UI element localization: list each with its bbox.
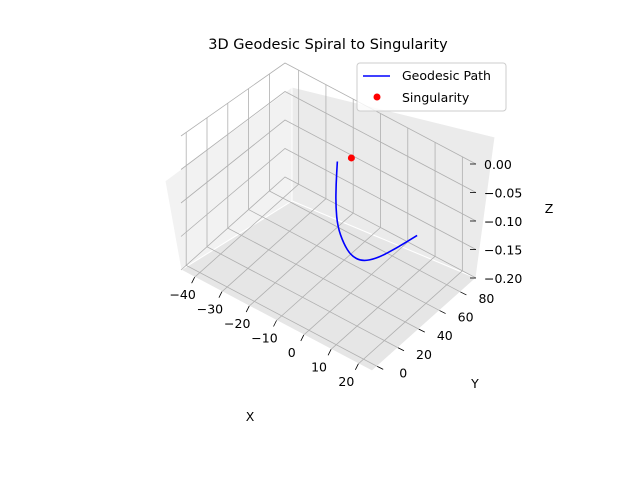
- geodesic-path-line: [335, 161, 418, 262]
- singularity-point: [347, 154, 355, 162]
- x-tick-mark: [300, 334, 305, 342]
- grid-lines: [180, 62, 477, 367]
- y-tick-mark: [418, 328, 425, 333]
- z-gridline: [180, 176, 477, 279]
- x-tick-mark: [191, 277, 196, 284]
- x-tick-label: −20: [224, 316, 250, 331]
- axis-ticks: −40−30−20−10 0 10 20 0 20 40 60 80 0.00 −0.05 −0.10…: [169, 157, 522, 389]
- y-tick-mark: [377, 365, 384, 370]
- legend-marker-swatch: [373, 93, 381, 101]
- z-gridline: [180, 91, 477, 193]
- x-tick-mark: [218, 291, 223, 298]
- x-tick-label: 20: [338, 374, 354, 389]
- z-axis-label: Z: [545, 201, 554, 216]
- legend-label-geodesic-path: Geodesic Path: [402, 68, 491, 83]
- y-tick-mark: [397, 347, 405, 352]
- y-tick-mark: [439, 310, 446, 314]
- y-tick-label: 60: [458, 310, 474, 325]
- y-tick-label: 80: [478, 291, 494, 306]
- legend-box: [356, 62, 507, 112]
- y-tick-label: 20: [416, 347, 432, 362]
- z-tick-label: −0.10: [484, 214, 522, 229]
- x-tick-mark: [327, 349, 332, 356]
- z-tick-label: −0.15: [484, 243, 522, 258]
- z-tick-label: −0.20: [484, 271, 522, 286]
- y-tick-label: 0: [399, 365, 407, 380]
- y-tick-label: 40: [437, 328, 453, 343]
- x-tick-label: 10: [311, 359, 327, 374]
- z-tick-label: 0.00: [484, 157, 512, 172]
- y-axis-label: Y: [470, 376, 479, 391]
- z-gridline: [180, 119, 477, 222]
- data-series: [335, 154, 418, 262]
- x-tick-mark: [354, 363, 359, 370]
- legend-label-singularity: Singularity: [402, 90, 470, 105]
- x-tick-label: 0: [288, 345, 296, 360]
- x-tick-mark: [245, 305, 250, 313]
- x-tick-label: −30: [197, 302, 223, 317]
- z-gridline: [180, 148, 477, 250]
- chart-title: 3D Geodesic Spiral to Singularity: [208, 37, 448, 53]
- x-tick-mark: [273, 320, 277, 327]
- legend: Geodesic Path Singularity: [356, 62, 507, 112]
- x-tick-label: −40: [169, 287, 195, 302]
- y-tick-mark: [460, 291, 467, 296]
- x-axis-label: X: [246, 409, 255, 424]
- x-tick-label: −10: [251, 331, 277, 346]
- z-tick-label: −0.05: [484, 186, 522, 201]
- z-gridline: [180, 62, 477, 165]
